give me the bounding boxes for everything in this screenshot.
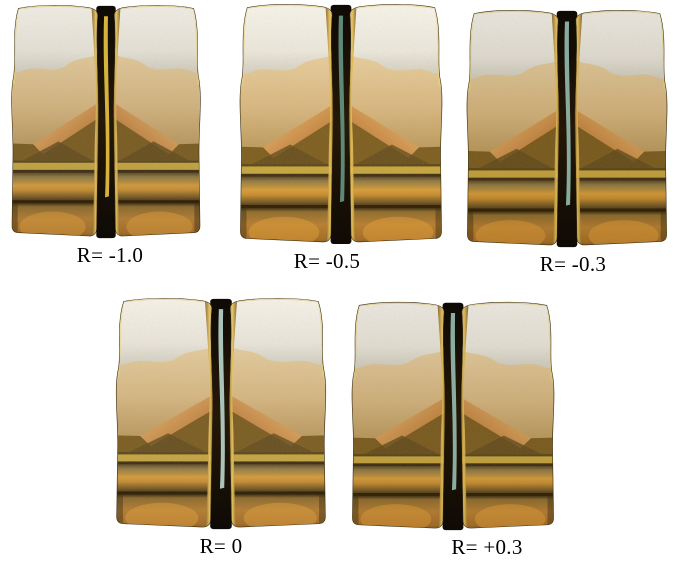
specimen-photo-r-minus-0-3	[461, 8, 673, 249]
specimen-figure-r-minus-0-5: R= -0.5	[234, 2, 448, 274]
specimen-caption-r-minus-1-0: R= -1.0	[76, 243, 144, 267]
specimen-figure-r-zero: R= 0	[110, 296, 332, 559]
specimen-figure-r-plus-0-3: R= +0.3	[346, 300, 560, 560]
specimen-figure-r-minus-1-0: R= -1.0	[6, 3, 206, 268]
specimen-caption-r-plus-0-3: R= +0.3	[451, 535, 523, 559]
specimen-photo-r-plus-0-3	[346, 300, 560, 532]
specimen-photo-r-zero	[110, 296, 332, 531]
specimen-caption-r-minus-0-3: R= -0.3	[539, 252, 607, 276]
specimen-figure-r-minus-0-3: R= -0.3	[461, 8, 673, 277]
specimen-photo-r-minus-1-0	[6, 3, 206, 240]
specimen-photo-r-minus-0-5	[234, 2, 448, 246]
specimen-caption-r-minus-0-5: R= -0.5	[293, 249, 361, 273]
specimen-caption-r-zero: R= 0	[199, 534, 243, 558]
